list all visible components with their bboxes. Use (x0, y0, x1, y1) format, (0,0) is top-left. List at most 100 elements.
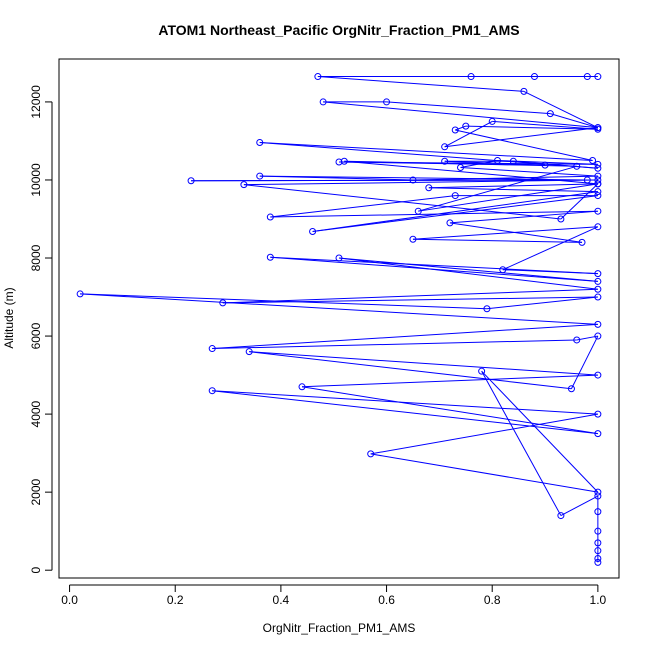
data-point (451, 192, 459, 200)
data-point (467, 73, 475, 81)
data-point (594, 277, 602, 285)
series-line-segment (370, 413, 598, 455)
y-tick-label: 2000 (29, 478, 43, 505)
data-point (187, 177, 195, 185)
series-line-segment (243, 184, 561, 220)
series-line-segment (301, 386, 598, 435)
y-tick-label: 6000 (29, 322, 43, 349)
series-line-segment (460, 166, 598, 177)
x-tick-label: 0.6 (378, 593, 395, 607)
series-line-segment (312, 191, 598, 232)
series-line-segment (455, 129, 593, 161)
data-point (446, 219, 454, 227)
series-line-segment (212, 339, 577, 350)
series-line-segment (550, 113, 599, 129)
series-line-segment (412, 226, 598, 240)
series-line-segment (412, 238, 583, 243)
data-point (594, 172, 602, 180)
data-point (567, 385, 575, 393)
data-point (208, 387, 216, 395)
series-line-segment (222, 288, 598, 304)
series-line-segment (338, 161, 546, 166)
series-line-segment (243, 179, 598, 186)
data-point (594, 527, 602, 535)
series-line-segment (449, 222, 583, 243)
y-tick-label: 12000 (29, 85, 43, 119)
series-line-segment (428, 183, 598, 189)
data-point (409, 176, 417, 184)
series-line-segment (312, 195, 598, 232)
series-line-segment (481, 370, 599, 493)
series-line-segment (270, 256, 598, 282)
series-line-segment (502, 269, 598, 275)
series-line-segment (576, 335, 598, 341)
data-point (509, 157, 517, 165)
data-point (578, 238, 586, 246)
data-point (266, 253, 274, 261)
series-line-segment (412, 175, 598, 181)
data-point (451, 126, 459, 134)
series-line-segment (444, 127, 598, 148)
data-point (594, 124, 602, 132)
data-point (594, 320, 602, 328)
series-line-segment (80, 293, 487, 310)
series-line-segment (560, 495, 599, 517)
data-point (557, 215, 565, 223)
data-point (594, 180, 602, 188)
data-point (594, 488, 602, 496)
series-line-segment (455, 125, 466, 131)
data-point (499, 266, 507, 274)
y-axis: 0 2000 4000 6000 8000 10000 12000 (29, 85, 53, 574)
data-point (256, 139, 264, 147)
data-point (266, 213, 274, 221)
series-line-segment (370, 453, 598, 493)
data-point (488, 117, 496, 125)
series-line-segment (301, 374, 598, 388)
series-line-segment (249, 351, 572, 390)
data-point (335, 254, 343, 262)
data-point (594, 270, 602, 278)
data-point (256, 172, 264, 180)
data-point (594, 188, 602, 196)
data-point (367, 450, 375, 458)
plot-frame (58, 58, 620, 579)
data-point (594, 371, 602, 379)
series-line-segment (191, 179, 588, 182)
data-point (594, 492, 602, 500)
data-point (425, 184, 433, 192)
data-point (594, 430, 602, 438)
series-line-segment (444, 160, 546, 166)
data-point (557, 512, 565, 520)
series-line-segment (259, 175, 413, 181)
data-point (340, 157, 348, 165)
series-line-segment (428, 187, 598, 193)
series-line-segment (212, 390, 598, 415)
series-line-segment (449, 210, 598, 224)
y-tick-label: 0 (29, 567, 43, 574)
data-point (383, 98, 391, 106)
data-point (546, 110, 554, 118)
data-point (520, 87, 528, 95)
series-line-segment (222, 296, 598, 304)
data-point (457, 163, 465, 171)
data-point (583, 176, 591, 184)
series-line-segment (317, 76, 524, 92)
data-point (541, 161, 549, 169)
data-point (594, 293, 602, 301)
series-line-segment (571, 335, 599, 389)
plot-series (76, 73, 602, 566)
series-line-segment (323, 101, 598, 129)
data-point (245, 348, 253, 356)
data-point (594, 192, 602, 200)
series-line-segment (502, 226, 599, 271)
series-line-segment (259, 175, 588, 181)
data-point (573, 336, 581, 344)
x-tick-label: 0.2 (167, 593, 184, 607)
data-point (589, 156, 597, 164)
series-line-segment (259, 142, 593, 161)
x-tick-label: 0.8 (484, 593, 501, 607)
data-point (594, 539, 602, 547)
data-point (594, 207, 602, 215)
y-axis-label: Altitude (m) (2, 287, 16, 348)
series-line-segment (481, 370, 562, 516)
